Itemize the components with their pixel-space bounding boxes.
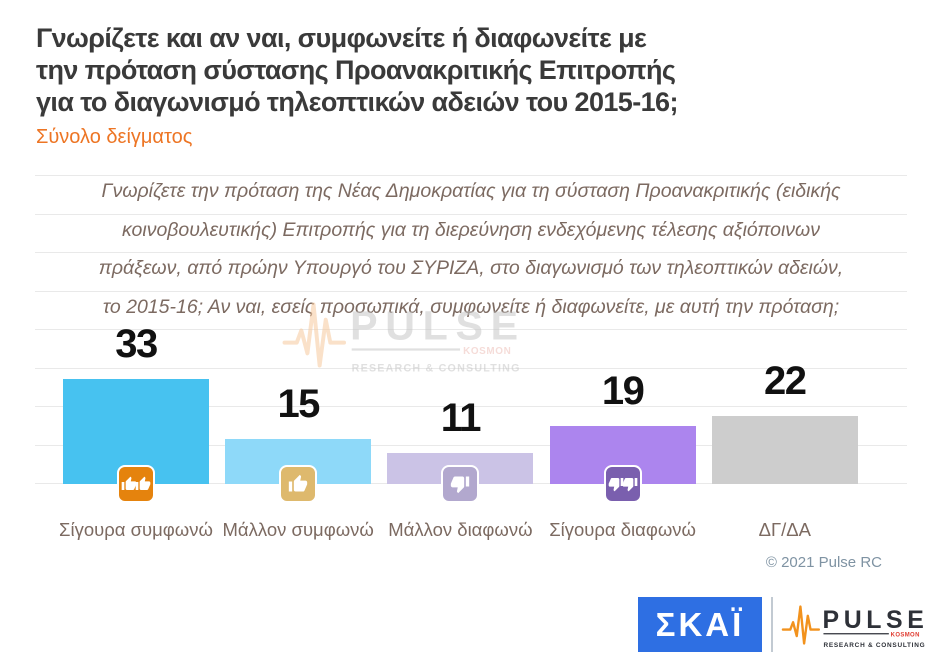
sample-subtitle: Σύνολο δείγματος bbox=[36, 126, 193, 148]
thumbs-up-icon bbox=[279, 465, 318, 503]
svg-text:PULSE: PULSE bbox=[350, 303, 526, 349]
bar-column: 22 bbox=[711, 175, 858, 484]
bar-value-label: 19 bbox=[601, 369, 645, 413]
category-label: Σίγουρα διαφωνώ bbox=[549, 518, 696, 540]
gridline bbox=[35, 290, 907, 292]
pulse-watermark-logo: PULSE KOSMON RESEARCH & CONSULTING bbox=[282, 292, 519, 378]
thumbs-down-icon bbox=[441, 465, 480, 503]
bar-column: 19 bbox=[549, 175, 696, 503]
logo-divider bbox=[771, 597, 773, 652]
gridline bbox=[35, 175, 907, 176]
svg-text:KOSMON: KOSMON bbox=[463, 346, 511, 357]
bar-column: 11 bbox=[387, 175, 534, 503]
note-line-4: το 2015-16; Αν ναι, εσείς προσωπικά, συμ… bbox=[102, 295, 840, 318]
gridline bbox=[35, 444, 907, 446]
gridline bbox=[35, 406, 907, 407]
svg-text:RESEARCH & CONSULTING: RESEARCH & CONSULTING bbox=[823, 642, 925, 649]
bar-column: 33 bbox=[63, 175, 209, 503]
svg-text:PULSE: PULSE bbox=[823, 605, 929, 633]
note-line-2: κοινοβουλευτικής) Επιτροπής για τη διερε… bbox=[122, 218, 820, 241]
bar-value-label: 11 bbox=[440, 396, 482, 440]
title-line-1: Γνωρίζετε και αν ναι, συμφωνείτε ή διαφω… bbox=[36, 23, 647, 53]
category-label: Μάλλον διαφωνώ bbox=[388, 518, 533, 540]
note-line-1: Γνωρίζετε την πρόταση της Νέας Δημοκρατί… bbox=[101, 180, 841, 202]
page-title: Γνωρίζετε και αν ναι, συμφωνείτε ή διαφω… bbox=[36, 22, 678, 118]
double-thumbs-down-icon bbox=[603, 465, 642, 503]
bar-value-label: 15 bbox=[277, 382, 320, 426]
pulse-logo: PULSE KOSMON RESEARCH & CONSULTING bbox=[781, 599, 925, 651]
gridline bbox=[35, 213, 907, 215]
bar-column: 15 bbox=[225, 175, 372, 503]
double-thumbs-up-icon bbox=[117, 465, 155, 503]
gridline bbox=[35, 252, 907, 253]
title-line-2: την πρόταση σύστασης Προανακριτικής Επιτ… bbox=[36, 55, 676, 85]
gridline bbox=[35, 367, 907, 369]
bar-value-label: 33 bbox=[115, 322, 158, 366]
title-line-3: για το διαγωνισμό τηλεοπτικών αδειών του… bbox=[36, 87, 678, 117]
bar-chart-plot: 33 15 11 19 22 bbox=[35, 175, 907, 503]
bar-value-label: 22 bbox=[764, 359, 807, 403]
bar bbox=[711, 416, 858, 484]
copyright-text: © 2021 Pulse RC bbox=[765, 554, 882, 571]
category-label: Σίγουρα συμφωνώ bbox=[59, 518, 213, 540]
svg-text:KOSMON: KOSMON bbox=[891, 632, 920, 638]
question-note: Γνωρίζετε την πρόταση της Νέας Δημοκρατί… bbox=[35, 172, 907, 326]
note-line-3: πράξεων, από πρώην Υπουργό του ΣΥΡΙΖΑ, σ… bbox=[98, 257, 844, 279]
footer-logos: ΣΚΑΪ PULSE KOSMON RESEARCH & CONSULTING bbox=[638, 597, 925, 652]
category-label: ΔΓ/ΔΑ bbox=[758, 518, 811, 540]
gridline bbox=[35, 329, 907, 330]
category-label: Μάλλον συμφωνώ bbox=[222, 518, 374, 540]
skai-logo: ΣΚΑΪ bbox=[638, 597, 762, 652]
svg-text:RESEARCH & CONSULTING: RESEARCH & CONSULTING bbox=[352, 363, 521, 375]
